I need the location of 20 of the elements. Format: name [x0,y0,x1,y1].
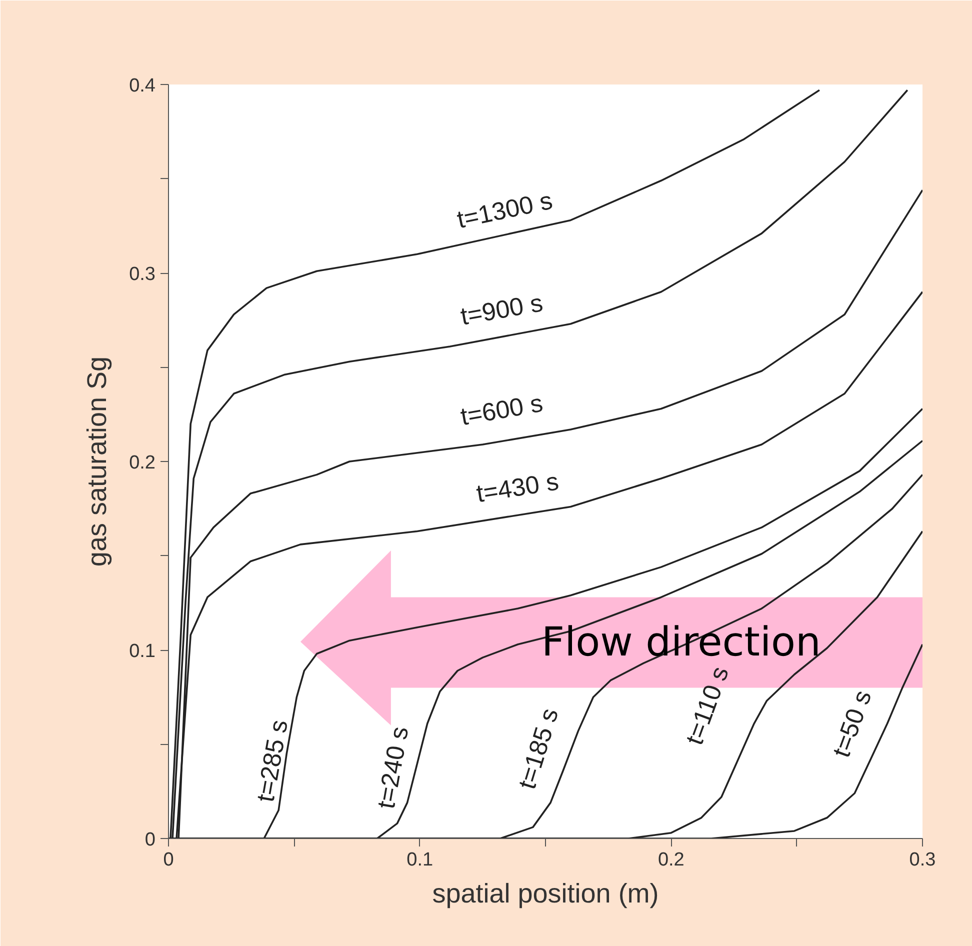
y-tick-label: 0 [144,830,156,850]
y-tick-label: 0.3 [129,264,156,285]
y-axis-title: gas saturation Sg [82,356,112,567]
text: t=430 s [474,468,561,508]
text: t=50 s [827,686,878,762]
text: t=900 s [458,288,545,331]
y-tick-label: 0.4 [129,76,156,96]
x-tick-label: 0.2 [658,850,684,870]
y-tick-label: 0.1 [129,641,156,662]
text: t=110 s [680,663,735,749]
text: t=185 s [513,705,564,792]
text: t=285 s [252,718,294,804]
text: t=600 s [458,389,545,432]
x-tick-label: 0.3 [909,850,936,870]
y-tick-label: 0.2 [129,452,156,474]
text: t=1300 s [454,186,555,234]
x-axis-title: spatial position (m) [432,878,659,908]
text: t=240 s [372,724,414,811]
x-tick-label: 0 [163,850,174,870]
x-tick-label: 0.1 [406,850,434,870]
